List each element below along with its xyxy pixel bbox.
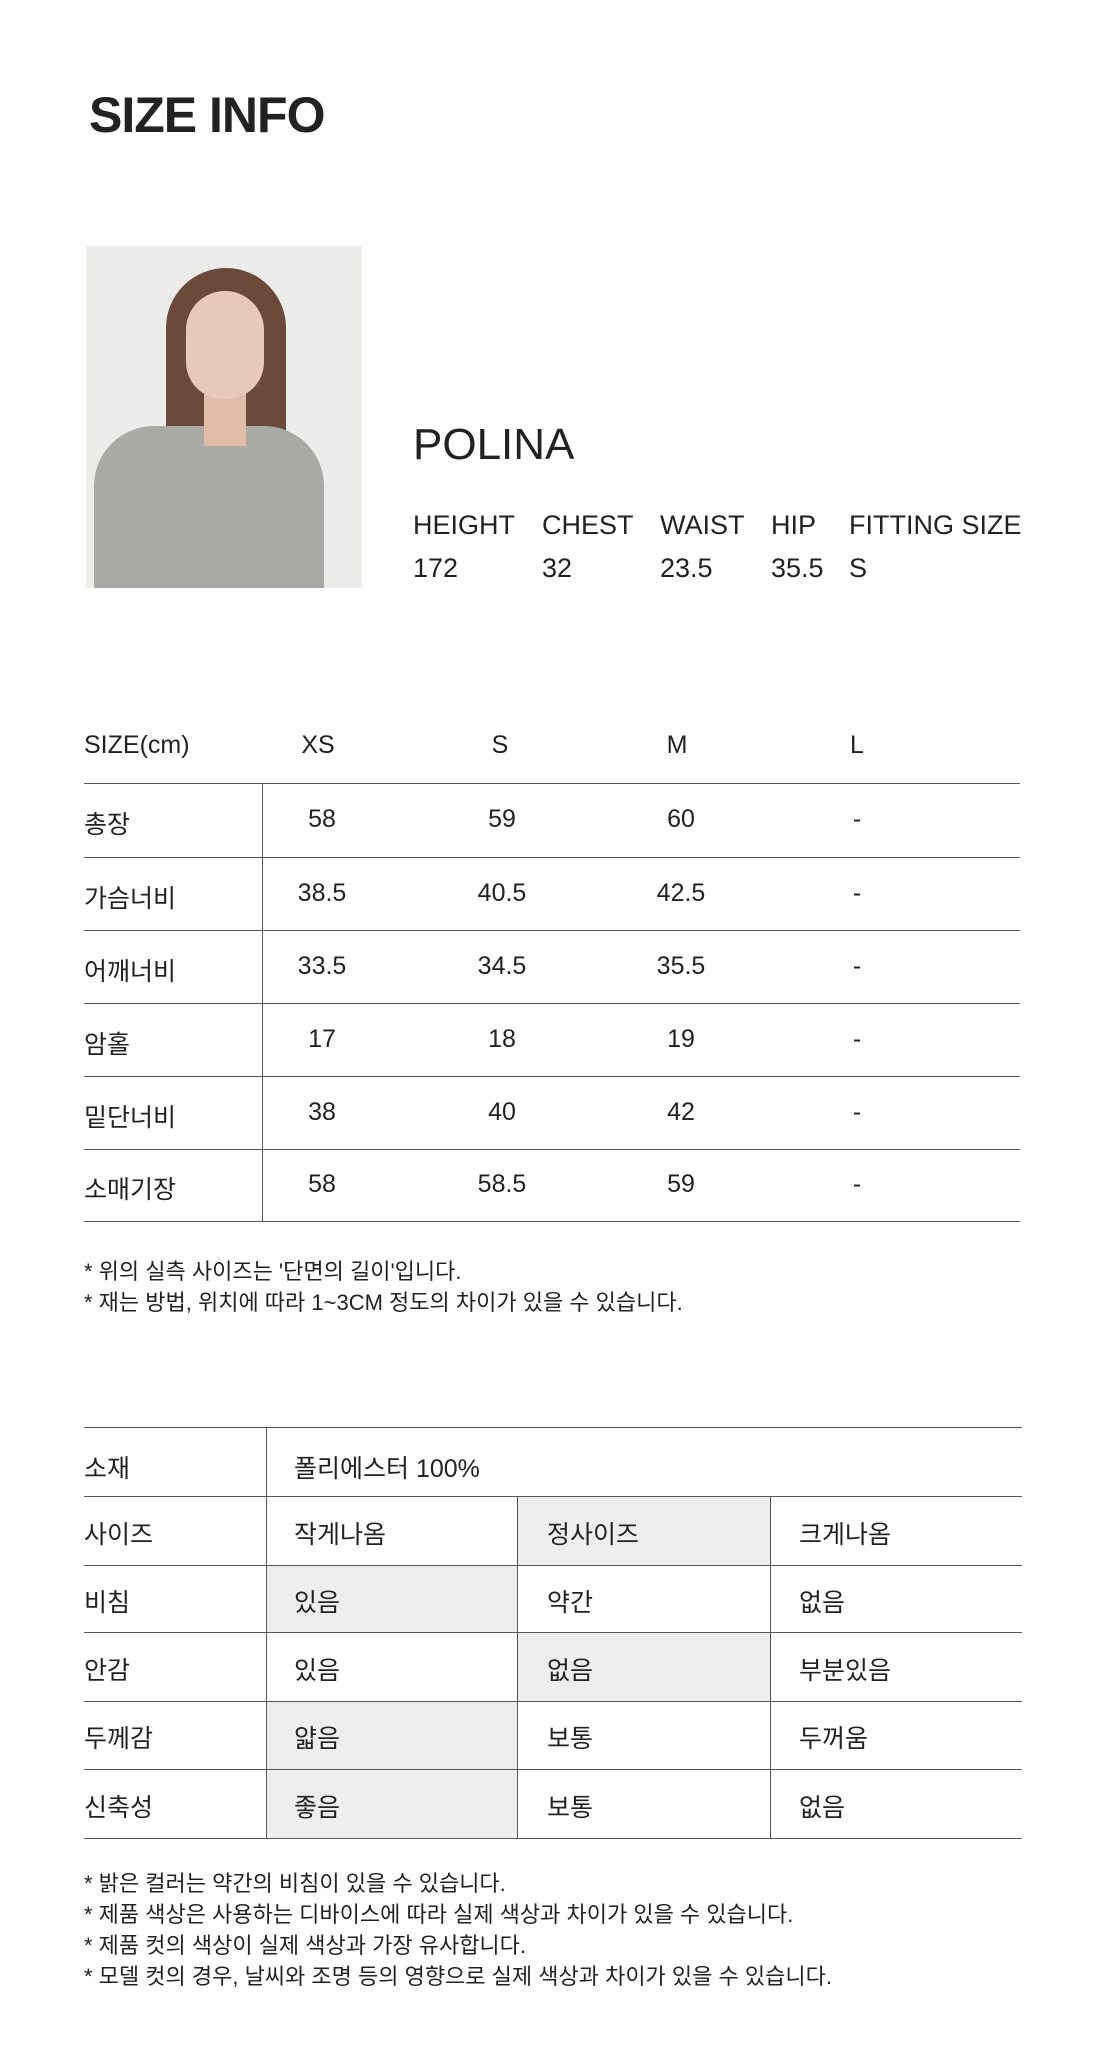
size-value: 58 (308, 1170, 336, 1198)
selected-highlight (517, 1632, 770, 1701)
size-header-cell: M (666, 731, 688, 759)
stat-label: WAIST (660, 510, 745, 540)
size-value: - (852, 878, 862, 907)
size-value: 40.5 (477, 878, 527, 907)
size-value: - (852, 1170, 862, 1198)
selected-highlight (266, 1769, 517, 1838)
stat-label: FITTING SIZE (849, 510, 1022, 540)
attribute-option: 있음 (294, 1588, 341, 1617)
size-row-label: 총장 (84, 811, 131, 839)
attribute-option: 얇음 (294, 1725, 341, 1753)
model-photo (86, 246, 362, 588)
page-title: SIZE INFO (89, 87, 325, 143)
size-value: 58 (308, 805, 336, 833)
note-line: * 모델 컷의 경우, 날씨와 조명 등의 영향으로 실제 색상과 차이가 있을… (84, 1964, 832, 1989)
attribute-label: 신축성 (84, 1793, 154, 1822)
size-row-label: 밑단너비 (84, 1103, 177, 1132)
stat-label: HIP (771, 510, 817, 540)
size-value: 34.5 (477, 951, 527, 980)
size-value: - (852, 951, 862, 980)
size-value: 38.5 (297, 878, 347, 907)
attribute-option: 없음 (799, 1588, 846, 1617)
size-header-cell: SIZE(cm) (84, 731, 190, 759)
attribute-option: 크게나옴 (799, 1520, 892, 1549)
row-divider (84, 1427, 1022, 1428)
row-divider (84, 1838, 1022, 1839)
selected-highlight (266, 1701, 517, 1769)
stat-value: 23.5 (660, 553, 713, 583)
size-value: 42.5 (656, 878, 706, 907)
row-divider (84, 1565, 1022, 1566)
size-value: 60 (667, 805, 695, 833)
row-divider (84, 1003, 1020, 1004)
row-divider (84, 1701, 1022, 1702)
attribute-option: 부분있음 (799, 1656, 892, 1685)
size-value: - (852, 1097, 862, 1126)
size-value: 38 (308, 1097, 336, 1126)
attribute-option: 있음 (294, 1656, 341, 1685)
attribute-option: 좋음 (294, 1793, 341, 1822)
column-divider (770, 1496, 771, 1838)
stat-value: 172 (413, 553, 459, 583)
size-value: 42 (667, 1097, 695, 1126)
material-value: 폴리에스터 100% (294, 1455, 480, 1483)
stat-value: 35.5 (771, 553, 824, 583)
attribute-label: 안감 (84, 1656, 131, 1685)
size-value: 59 (667, 1170, 695, 1198)
size-value: 33.5 (297, 951, 347, 980)
selected-highlight (266, 1565, 517, 1632)
attribute-label: 두께감 (84, 1725, 154, 1753)
selected-highlight (517, 1496, 770, 1565)
row-divider (84, 930, 1020, 931)
row-divider (84, 1769, 1022, 1770)
attribute-label: 사이즈 (84, 1520, 154, 1549)
size-row-label: 어깨너비 (84, 957, 177, 986)
attribute-option: 없음 (547, 1656, 594, 1685)
size-row-label: 소매기장 (84, 1176, 177, 1204)
size-value: 59 (488, 805, 516, 833)
row-divider (84, 783, 1020, 784)
size-row-label: 가슴너비 (84, 884, 177, 913)
size-header-cell: S (491, 731, 509, 759)
column-divider (266, 1427, 267, 1838)
row-divider (84, 1149, 1020, 1150)
attribute-option: 없음 (799, 1793, 846, 1822)
column-divider (517, 1496, 518, 1838)
attribute-option: 보통 (547, 1725, 594, 1753)
row-divider (84, 1221, 1020, 1222)
row-divider (84, 1632, 1022, 1633)
size-value: 58.5 (477, 1170, 527, 1198)
stat-value: 32 (542, 553, 573, 583)
stat-label: HEIGHT (413, 510, 516, 540)
row-divider (84, 1496, 1022, 1497)
note-line: * 밝은 컬러는 약간의 비침이 있을 수 있습니다. (84, 1871, 506, 1896)
attribute-option: 보통 (547, 1793, 594, 1822)
attribute-option: 두꺼움 (799, 1725, 869, 1753)
attribute-label: 비침 (84, 1588, 131, 1617)
size-value: 17 (308, 1024, 336, 1053)
model-name: POLINA (413, 420, 575, 469)
size-value: 35.5 (656, 951, 706, 980)
size-header-cell: XS (301, 731, 335, 759)
material-label: 소재 (84, 1455, 131, 1483)
note-line: * 재는 방법, 위치에 따라 1~3CM 정도의 차이가 있을 수 있습니다. (84, 1290, 683, 1315)
column-divider (262, 783, 263, 1221)
size-value: - (852, 1024, 862, 1053)
size-value: 40 (488, 1097, 516, 1126)
stat-label: CHEST (542, 510, 634, 540)
attribute-option: 약간 (547, 1588, 594, 1617)
size-value: - (852, 805, 862, 833)
attribute-option: 정사이즈 (547, 1520, 640, 1549)
size-value: 18 (488, 1024, 516, 1053)
size-header-cell: L (850, 731, 864, 759)
attribute-option: 작게나옴 (294, 1520, 387, 1549)
row-divider (84, 1076, 1020, 1077)
note-line: * 제품 색상은 사용하는 디바이스에 따라 실제 색상과 차이가 있을 수 있… (84, 1902, 794, 1927)
note-line: * 위의 실측 사이즈는 '단면의 길이'입니다. (84, 1259, 462, 1284)
size-row-label: 암홀 (84, 1030, 131, 1059)
size-value: 19 (667, 1024, 695, 1053)
note-line: * 제품 컷의 색상이 실제 색상과 가장 유사합니다. (84, 1933, 527, 1958)
row-divider (84, 857, 1020, 858)
stat-value: S (849, 553, 868, 583)
